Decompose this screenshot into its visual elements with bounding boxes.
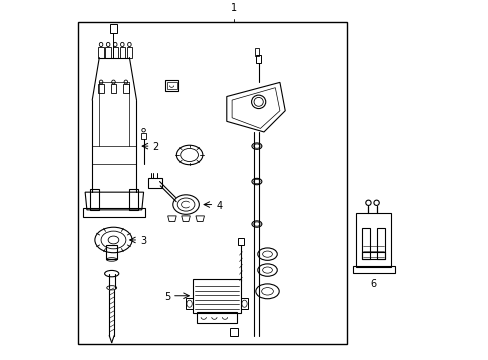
Bar bbox=[377, 228, 385, 260]
Bar bbox=[98, 84, 103, 93]
Bar bbox=[141, 133, 146, 139]
Bar bbox=[193, 279, 241, 312]
Bar bbox=[254, 48, 259, 56]
Bar bbox=[148, 177, 162, 188]
Text: 6: 6 bbox=[370, 279, 376, 289]
Bar bbox=[126, 47, 132, 58]
Text: 5: 5 bbox=[163, 292, 170, 302]
Text: 3: 3 bbox=[140, 236, 146, 246]
Bar bbox=[362, 252, 385, 260]
Bar bbox=[123, 84, 128, 93]
Text: 2: 2 bbox=[152, 142, 158, 152]
Bar bbox=[110, 24, 117, 33]
Bar bbox=[90, 189, 99, 210]
Bar bbox=[120, 47, 125, 58]
Bar bbox=[106, 245, 117, 260]
Bar bbox=[164, 80, 178, 91]
Bar bbox=[105, 47, 111, 58]
Bar bbox=[111, 84, 116, 93]
Bar bbox=[112, 47, 118, 58]
Bar bbox=[83, 208, 145, 217]
Text: 1: 1 bbox=[230, 3, 237, 13]
Bar bbox=[129, 189, 138, 210]
Bar bbox=[238, 238, 244, 245]
Text: 4: 4 bbox=[216, 201, 222, 211]
Bar bbox=[362, 228, 369, 260]
Bar bbox=[98, 47, 103, 58]
Bar bbox=[166, 82, 176, 89]
Bar bbox=[255, 55, 261, 63]
Bar bbox=[196, 312, 237, 323]
Bar bbox=[355, 213, 391, 266]
Bar bbox=[230, 328, 238, 336]
Bar bbox=[78, 22, 346, 345]
Bar bbox=[352, 266, 394, 273]
